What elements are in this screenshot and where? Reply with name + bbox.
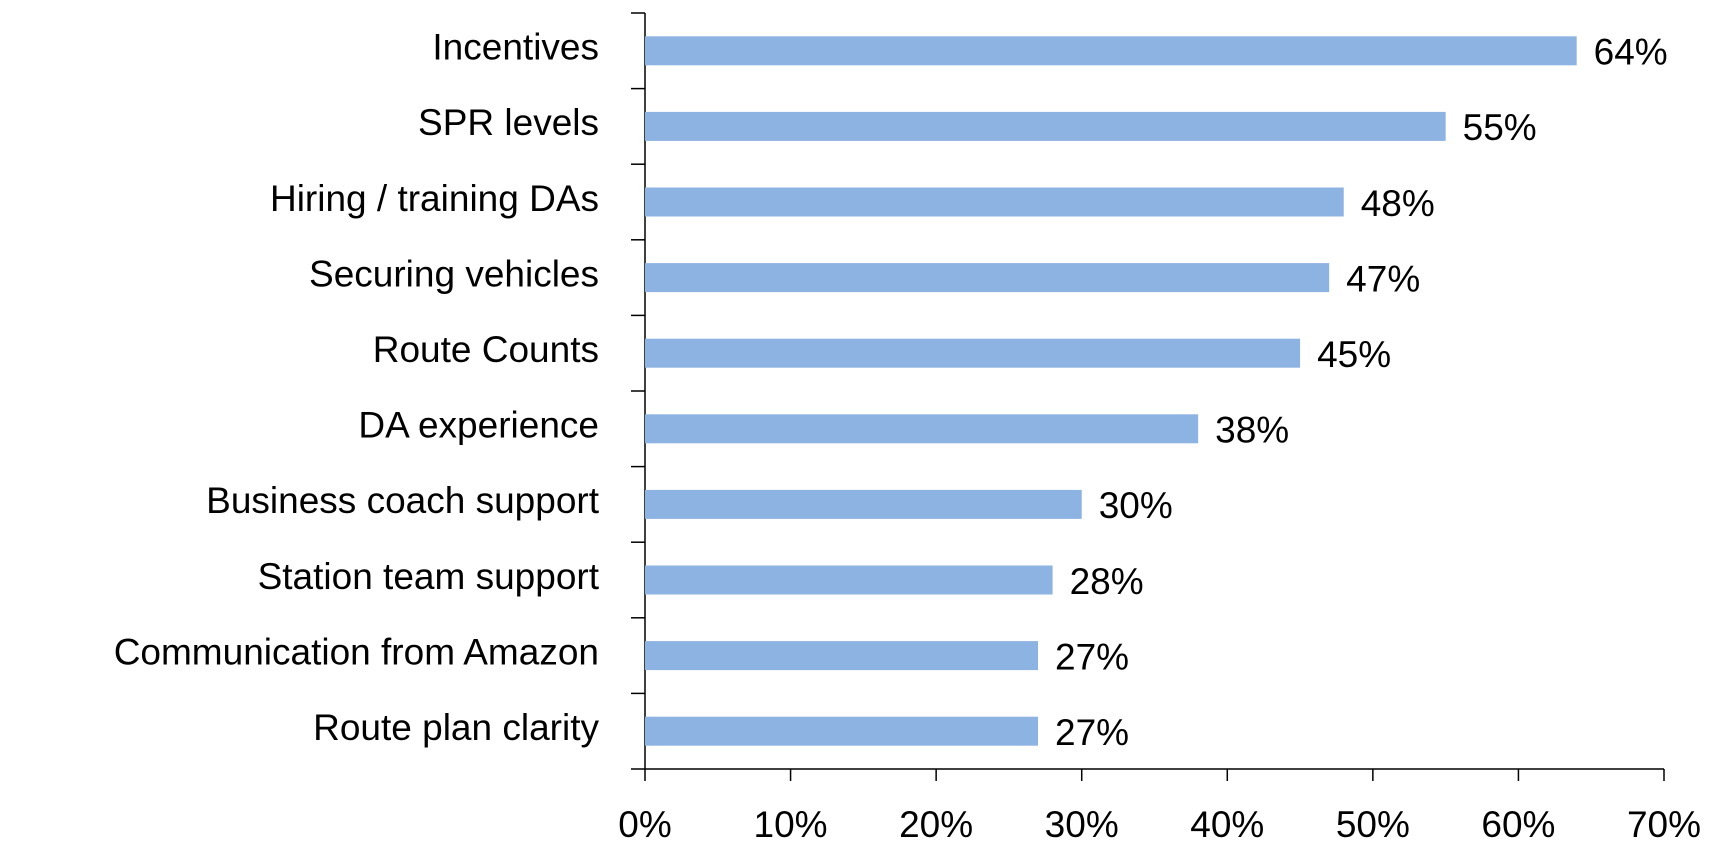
value-label: 48% [1361,183,1435,224]
y-tick-label: DA experience [358,405,599,446]
value-label: 45% [1317,334,1391,375]
x-tick-label: 40% [1190,804,1264,845]
bar [645,263,1330,293]
bar [645,36,1577,66]
x-tick-label: 70% [1627,804,1701,845]
bar [645,489,1082,519]
bar [645,641,1039,671]
value-label: 28% [1070,561,1144,602]
value-label: 47% [1346,258,1420,299]
value-label: 55% [1463,107,1537,148]
y-tick-label: Hiring / training DAs [270,178,599,219]
x-tick-label: 50% [1336,804,1410,845]
bar [645,111,1446,141]
y-tick-label: Route plan clarity [313,707,599,748]
bar [645,565,1053,595]
x-tick-label: 10% [754,804,828,845]
y-tick-label: Business coach support [206,480,600,521]
x-tick-label: 0% [618,804,671,845]
x-tick-label: 60% [1481,804,1555,845]
bar [645,187,1344,217]
x-tick-label: 30% [1045,804,1119,845]
value-label: 30% [1099,485,1173,526]
value-label: 64% [1594,32,1668,73]
bar [645,414,1199,444]
value-label: 27% [1055,636,1129,677]
x-tick-label: 20% [899,804,973,845]
bar [645,338,1301,368]
y-tick-label: SPR levels [418,102,599,143]
y-tick-label: Securing vehicles [309,253,599,294]
value-label: 38% [1215,410,1289,451]
y-tick-label: Incentives [432,27,599,68]
y-tick-label: Route Counts [373,329,599,370]
y-tick-label: Communication from Amazon [114,631,599,672]
y-tick-label: Station team support [258,556,600,597]
bar [645,716,1039,746]
value-label: 27% [1055,712,1129,753]
